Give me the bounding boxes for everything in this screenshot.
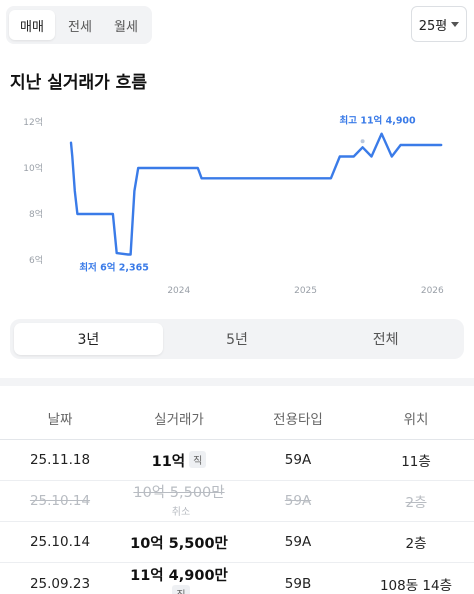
area-select-dropdown[interactable]: 25평 [411, 6, 467, 42]
y-tick-label: 6억 [29, 254, 43, 266]
header-price: 실거래가 [154, 411, 204, 428]
direct-deal-badge: 직 [189, 450, 207, 468]
table-row[interactable]: 25.11.18 11억 직 59A 11층 [0, 440, 474, 481]
direct-deal-badge: 직 [172, 584, 190, 594]
max-price-label: 최고 11억 4,900 [340, 115, 416, 127]
y-tick-label: 10억 [23, 162, 43, 174]
row-date: 25.11.18 [29, 452, 91, 468]
table-row[interactable]: 25.10.14 10억 5,500만 59A 2층 [0, 522, 474, 563]
header-type: 전용타입 [273, 411, 323, 428]
x-tick-label: 2026 [421, 286, 444, 296]
min-price-label: 최저 6억 2,365 [79, 261, 149, 273]
header-date: 날짜 [47, 411, 73, 428]
table-row-cancelled[interactable]: 25.10.14 10억 5,500만취소 59A 2층 [0, 481, 474, 522]
row-price: 11억 4,900만 [130, 567, 228, 584]
tab-5-years[interactable]: 5년 [226, 332, 248, 348]
x-tick-label: 2025 [294, 286, 317, 296]
tab-sale[interactable]: 매매 [9, 10, 55, 40]
row-type: 59A [284, 452, 312, 468]
max-price-dot [360, 139, 365, 144]
tab-3-years[interactable]: 3년 [14, 323, 163, 355]
row-type: 59A [284, 534, 312, 550]
row-floor: 2층 [405, 495, 427, 511]
row-floor: 11층 [401, 454, 431, 470]
section-title: 지난 실거래가 흐름 [10, 73, 147, 93]
tab-all[interactable]: 전체 [372, 332, 399, 348]
row-price: 11억 [151, 453, 186, 470]
y-tick-label: 12억 [23, 116, 43, 128]
tab-monthly-rent[interactable]: 월세 [114, 19, 138, 35]
price-trend-line [69, 132, 443, 256]
table-header: 날짜 실거래가 전용타입 위치 [0, 396, 474, 440]
price-trend-chart: 12억 10억 8억 6억 2024 2025 2026 최고 11억 4,900 최저 … [23, 115, 444, 296]
y-tick-label: 8억 [29, 208, 43, 220]
row-date: 25.10.14 [29, 534, 91, 550]
row-type: 59B [284, 575, 312, 592]
row-floor: 2층 [405, 536, 427, 552]
transactions-table: 날짜 실거래가 전용타입 위치 25.11.18 11억 직 59A 11층 25… [0, 396, 474, 594]
cancelled-badge: 취소 [171, 507, 191, 518]
area-select-value: 25평 [418, 18, 448, 34]
caret-down-icon [451, 21, 460, 27]
row-type: 59A [284, 493, 312, 509]
row-date: 25.10.14 [29, 493, 91, 509]
section-divider [0, 378, 474, 386]
deal-type-tabs: 매매 전세 월세 [6, 6, 152, 44]
row-floor: 108동 14층 [379, 577, 453, 594]
header-floor: 위치 [403, 411, 429, 428]
table-row[interactable]: 25.09.23 11억 4,900만직 59B 108동 14층 [0, 563, 474, 594]
row-price: 10억 5,500만 [130, 535, 228, 552]
period-tabs: 3년 5년 전체 [10, 319, 464, 359]
row-price: 10억 5,500만 [133, 485, 225, 501]
row-date: 25.09.23 [29, 575, 91, 592]
x-tick-label: 2024 [167, 286, 190, 296]
tab-jeonse[interactable]: 전세 [68, 19, 92, 35]
